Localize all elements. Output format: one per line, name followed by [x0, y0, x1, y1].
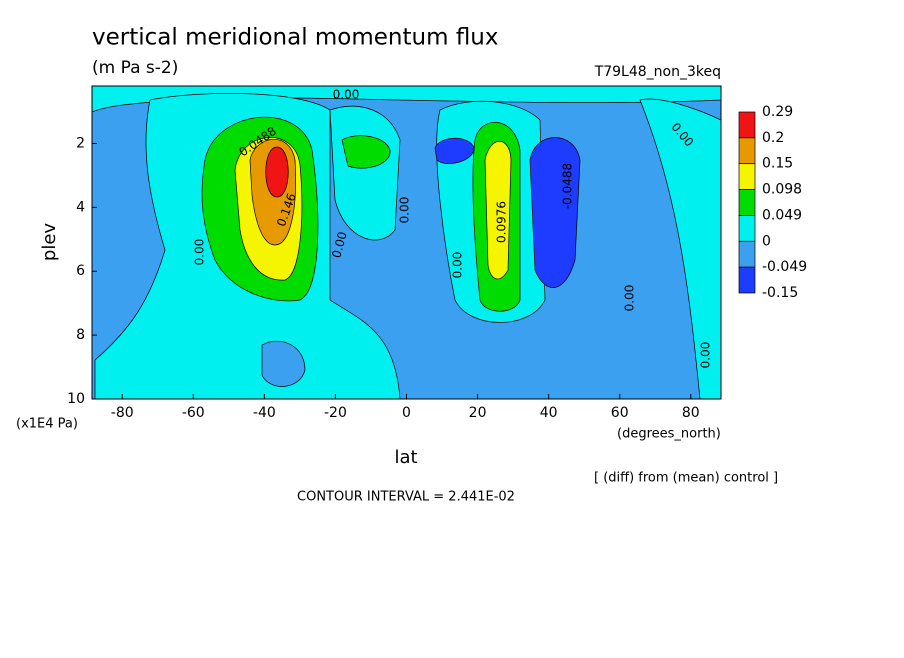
- colorbar-box: [738, 137, 756, 165]
- contour-region: [265, 146, 289, 198]
- contour-interval: CONTOUR INTERVAL = 2.441E-02: [297, 490, 515, 505]
- contour-label: 0.00: [398, 197, 412, 224]
- y-tick-label: 8: [76, 327, 85, 343]
- run-label: T79L48_non_3keq: [594, 64, 721, 80]
- contour-label: 0.00: [193, 239, 207, 266]
- y-axis-label: plev: [39, 223, 60, 262]
- x-units: (degrees_north): [617, 427, 721, 442]
- colorbar-box: [738, 266, 756, 294]
- y-units: (x1E4 Pa): [16, 417, 78, 432]
- x-axis-label: lat: [394, 447, 417, 468]
- colorbar-label: 0.049: [762, 207, 802, 223]
- contour-label: -0.0488: [561, 163, 575, 209]
- chart-subtitle: (m Pa s-2): [92, 58, 178, 78]
- y-tick-label: 2: [76, 135, 85, 151]
- colorbar-box: [738, 163, 756, 190]
- contour-label: 0.00: [623, 285, 637, 312]
- contour-label: 0.0976: [495, 201, 509, 243]
- contour-label: 0.00: [333, 88, 360, 102]
- colorbar-box: [738, 111, 756, 139]
- contour-label: 0.00: [699, 342, 713, 369]
- contour-region: [341, 135, 391, 169]
- contour-region: [639, 98, 721, 399]
- x-tick-label: -80: [111, 405, 134, 421]
- colorbar-box: [738, 240, 756, 268]
- x-tick-label: -60: [182, 405, 205, 421]
- x-tick-label: 20: [469, 405, 487, 421]
- x-tick-label: 80: [682, 405, 700, 421]
- contour-label: 0.00: [451, 252, 465, 279]
- colorbar-label: 0.098: [762, 182, 802, 198]
- contour-region: [261, 340, 306, 387]
- x-tick-label: 0: [402, 405, 411, 421]
- colorbar-label: 0.29: [762, 104, 793, 120]
- x-tick-label: 60: [611, 405, 629, 421]
- colorbar-box: [738, 215, 756, 242]
- y-tick-label: 4: [76, 199, 85, 215]
- colorbar-label: -0.049: [762, 259, 807, 275]
- contour-label: 0.00: [329, 230, 349, 259]
- x-tick-label: -40: [253, 405, 276, 421]
- x-tick-label: 40: [540, 405, 558, 421]
- x-tick-label: -20: [324, 405, 347, 421]
- colorbar-label: 0: [762, 233, 771, 249]
- y-tick-label: 6: [76, 263, 85, 279]
- contour-region: [529, 137, 581, 288]
- chart-title: vertical meridional momentum flux: [92, 25, 499, 51]
- colorbar-label: 0.2: [762, 130, 784, 146]
- contour-region: [434, 137, 475, 164]
- contour-region: [484, 141, 512, 280]
- note: [ (diff) from (mean) control ]: [594, 471, 778, 486]
- colorbar-label: -0.15: [762, 285, 798, 301]
- colorbar-box: [738, 189, 756, 216]
- colorbar-label: 0.15: [762, 156, 793, 172]
- y-tick-label: 10: [67, 391, 85, 407]
